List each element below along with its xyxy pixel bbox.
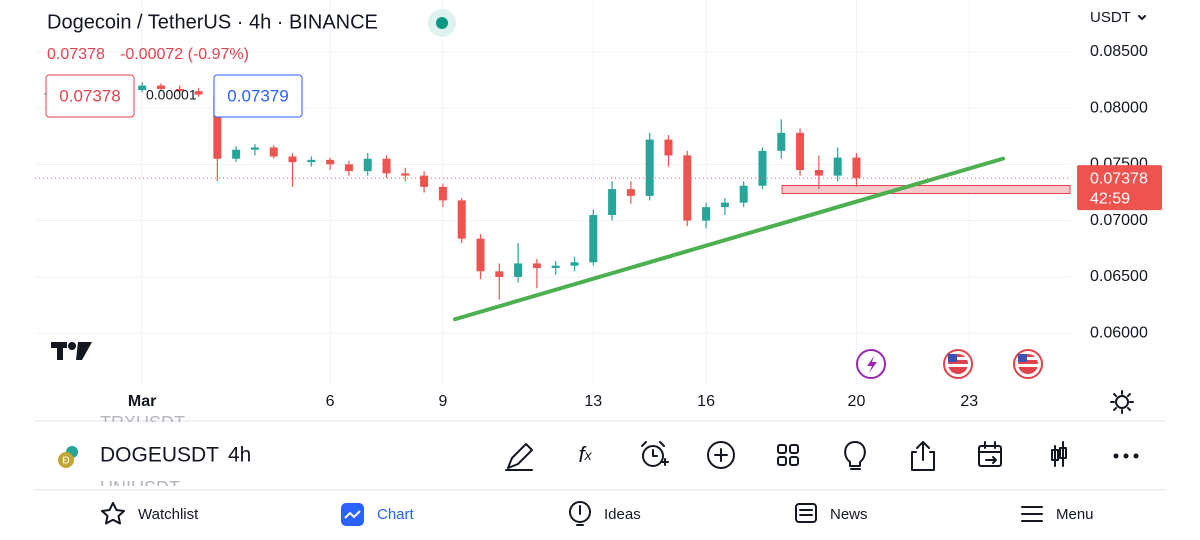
candle-body — [589, 215, 598, 263]
candle-body — [495, 271, 504, 277]
x-tick-label: 23 — [960, 393, 978, 410]
svg-text:Ð: Ð — [62, 456, 69, 467]
chevron — [1138, 15, 1146, 20]
x-tick-label: 16 — [697, 393, 715, 410]
x-tick-label: 13 — [584, 393, 602, 410]
candle-body — [514, 263, 523, 277]
candle-body — [777, 132, 786, 151]
candle-body — [476, 238, 485, 272]
candle-body — [138, 85, 147, 91]
candle-body — [645, 139, 654, 196]
interval[interactable]: 4h — [228, 444, 251, 467]
toolbar-icons[interactable]: fx — [505, 441, 1139, 471]
buy-box[interactable] — [213, 74, 303, 118]
candle-body — [833, 157, 842, 176]
chart-title: Dogecoin / TetherUS · 4h · BINANCE — [47, 11, 378, 33]
candle-body — [739, 185, 748, 203]
tv-logo — [51, 342, 92, 360]
chart-plot: 0.060000.065000.070000.075000.080000.085… — [35, 0, 1162, 410]
spread: 0.00001 — [146, 87, 197, 103]
countdown: 42:59 — [1090, 190, 1130, 207]
candle-body — [608, 189, 617, 216]
candle-body — [288, 156, 297, 163]
last-price-box — [1077, 165, 1162, 211]
fade — [34, 486, 234, 496]
candle-body — [401, 173, 410, 176]
currency-select[interactable]: USDT — [1090, 9, 1131, 26]
candle-body — [326, 159, 335, 165]
ask-price[interactable]: 0.07379 — [227, 86, 288, 105]
event-markers[interactable] — [856, 349, 1043, 379]
candle-body — [307, 159, 316, 163]
y-tick-label: 0.06500 — [1090, 268, 1148, 285]
nav-item[interactable]: Menu — [1056, 506, 1094, 523]
y-tick-label: 0.08500 — [1090, 43, 1148, 60]
nav-icons[interactable] — [101, 501, 1043, 526]
candle-body — [269, 147, 278, 157]
sell-box[interactable] — [45, 74, 135, 118]
candle-body — [250, 147, 259, 150]
candle-body — [382, 158, 391, 174]
last-price-label: 0.07378 — [1090, 170, 1148, 187]
nav-item[interactable]: Watchlist — [138, 506, 199, 523]
candle-body — [457, 200, 466, 239]
x-tick-label: 9 — [438, 393, 447, 410]
coin-icon: Ð — [58, 446, 78, 468]
candle-body — [344, 164, 353, 172]
candle-body — [664, 139, 673, 156]
candle-body — [213, 94, 222, 159]
candle-body — [194, 91, 203, 95]
y-tick-label: 0.08000 — [1090, 99, 1148, 116]
y-tick-label: 0.07000 — [1090, 212, 1148, 229]
candle-body — [232, 149, 241, 159]
symbol[interactable]: DOGEUSDT — [100, 444, 219, 467]
candle-body — [420, 175, 429, 187]
settings-icon[interactable] — [1110, 390, 1134, 414]
candle-body — [570, 262, 579, 266]
candle-body — [852, 157, 861, 179]
bid-price[interactable]: 0.07378 — [59, 86, 120, 105]
candle-body — [626, 189, 635, 196]
candle-body — [720, 202, 729, 208]
candle-body — [438, 186, 447, 201]
candle-body — [363, 158, 372, 172]
status-dot — [436, 17, 448, 29]
nav-item[interactable]: News — [830, 506, 868, 523]
x-tick-label: 6 — [326, 393, 335, 410]
candle-body — [683, 155, 692, 221]
candle-body — [758, 150, 767, 186]
price-change: -0.00072 (-0.97%) — [120, 46, 249, 63]
candle-body — [796, 132, 805, 170]
y-tick-label: 0.06000 — [1090, 324, 1148, 341]
candle-body — [532, 263, 541, 268]
candle-body — [702, 207, 711, 221]
nav-item[interactable]: Chart — [377, 506, 415, 523]
candle-body — [156, 85, 165, 89]
last-price: 0.07378 — [47, 46, 105, 63]
fade — [34, 422, 234, 432]
candle-body — [175, 88, 184, 92]
x-tick-label: 20 — [848, 393, 866, 410]
x-tick-label: Mar — [128, 393, 156, 410]
trendline — [452, 156, 1006, 322]
candle-body — [814, 169, 823, 176]
svg-text:fx: fx — [578, 442, 592, 467]
nav-item[interactable]: Ideas — [604, 506, 641, 523]
candle-body — [551, 265, 560, 268]
zone — [781, 185, 1071, 195]
